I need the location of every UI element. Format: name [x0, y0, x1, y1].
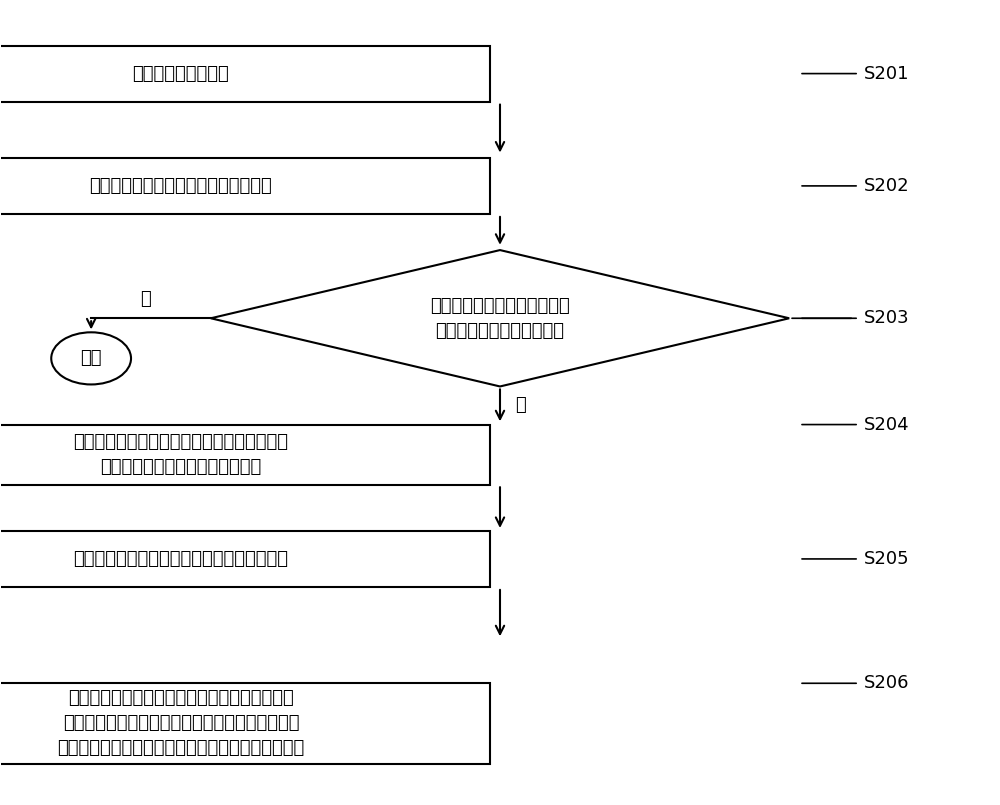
Text: 搜索引擎根据搜索词获取多个搜索结果: 搜索引擎根据搜索词获取多个搜索结果: [90, 177, 272, 195]
Text: 否: 否: [141, 290, 151, 308]
Text: 搜索引擎根据操作请求放大扫描识别码，以使得
移动终端的用户进行拍摄以获取扫描识别码，从而
使得移动终端根据扫描识别码获取至少一个预设信息: 搜索引擎根据操作请求放大扫描识别码，以使得 移动终端的用户进行拍摄以获取扫描识别…: [57, 689, 305, 758]
Text: 搜索引擎接收用户针对扫描识别码的操作请求: 搜索引擎接收用户针对扫描识别码的操作请求: [73, 550, 288, 568]
Text: 搜索引擎接收搜索词: 搜索引擎接收搜索词: [133, 64, 229, 83]
Text: S202: S202: [864, 177, 910, 195]
Text: S203: S203: [864, 309, 910, 328]
Text: 如果存在至少一个预设信息，则搜索引擎根据
至少一个预设信息生成扫描识别码: 如果存在至少一个预设信息，则搜索引擎根据 至少一个预设信息生成扫描识别码: [73, 433, 288, 476]
Ellipse shape: [51, 332, 131, 385]
Polygon shape: [211, 250, 789, 386]
FancyBboxPatch shape: [0, 424, 490, 485]
Text: S201: S201: [864, 64, 909, 83]
Text: S204: S204: [864, 415, 910, 434]
FancyBboxPatch shape: [0, 46, 490, 101]
Text: 结束: 结束: [80, 349, 102, 367]
FancyBboxPatch shape: [0, 158, 490, 214]
Text: S205: S205: [864, 550, 910, 568]
Text: S206: S206: [864, 675, 909, 692]
FancyBboxPatch shape: [0, 683, 490, 763]
Text: 是: 是: [515, 396, 526, 414]
FancyBboxPatch shape: [0, 530, 490, 587]
Text: 搜索引擎判断多个搜索结果中
是否存在至少一个预设信息: 搜索引擎判断多个搜索结果中 是否存在至少一个预设信息: [430, 297, 570, 340]
